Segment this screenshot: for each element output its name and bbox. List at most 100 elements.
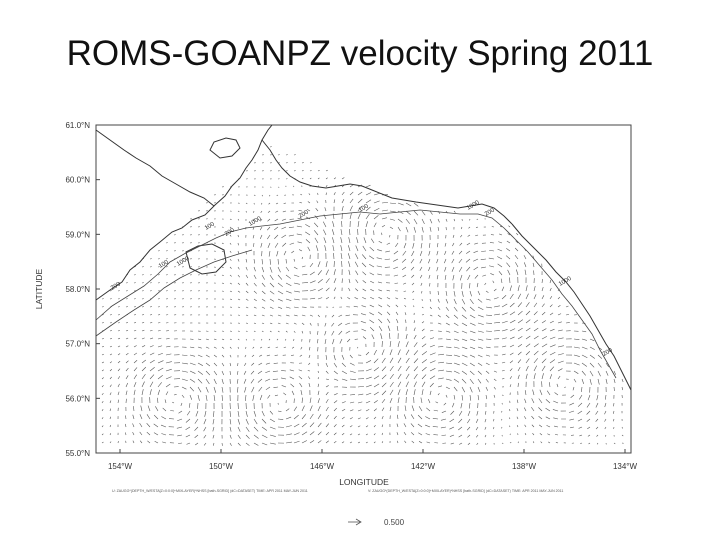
velocity-vector	[197, 394, 200, 401]
velocity-vector	[229, 274, 232, 277]
velocity-vector	[413, 350, 419, 356]
velocity-vector	[109, 330, 112, 332]
velocity-vector	[243, 370, 247, 375]
velocity-vector	[245, 418, 249, 425]
velocity-vector	[499, 233, 503, 236]
velocity-vector	[309, 322, 312, 326]
velocity-vector	[369, 272, 375, 276]
velocity-vector	[245, 290, 249, 294]
velocity-vector	[288, 234, 295, 237]
velocity-vector	[117, 353, 121, 356]
velocity-vector	[381, 432, 384, 436]
velocity-vector	[581, 330, 587, 333]
velocity-vector	[405, 389, 408, 396]
velocity-vector	[410, 432, 415, 436]
velocity-vector	[273, 386, 279, 388]
velocity-vector	[296, 225, 303, 228]
velocity-vector	[133, 374, 137, 380]
velocity-vector	[413, 210, 419, 216]
velocity-vector	[404, 440, 407, 444]
velocity-vector	[117, 383, 120, 388]
velocity-vector	[212, 434, 215, 439]
velocity-vector	[517, 285, 520, 292]
velocity-vector	[484, 282, 487, 286]
coastlines	[95, 124, 632, 391]
velocity-vector	[501, 303, 508, 308]
velocity-vector	[133, 367, 138, 372]
velocity-vector	[501, 418, 503, 421]
velocity-vector	[396, 432, 399, 436]
velocity-vector	[261, 298, 266, 302]
velocity-vector	[458, 418, 463, 424]
velocity-vector	[426, 441, 431, 444]
velocity-vector	[181, 394, 185, 398]
velocity-vector	[589, 338, 595, 342]
velocity-vector	[429, 390, 432, 396]
velocity-vector	[461, 378, 467, 384]
velocity-vector	[389, 406, 392, 412]
velocity-vector	[146, 414, 151, 420]
velocity-vector	[291, 250, 295, 254]
velocity-vector	[277, 274, 283, 280]
velocity-vector	[157, 360, 164, 364]
velocity-vector	[341, 394, 347, 396]
velocity-vector	[365, 409, 370, 412]
lon-tick-label: 154°W	[108, 462, 133, 471]
velocity-vector	[229, 250, 232, 253]
velocity-vector	[261, 410, 265, 417]
velocity-vector	[269, 290, 275, 295]
velocity-vector	[269, 298, 275, 302]
velocity-vector	[589, 346, 595, 350]
velocity-vector	[432, 418, 439, 420]
velocity-vector	[252, 346, 255, 349]
velocity-vector	[317, 405, 321, 412]
velocity-vector	[613, 402, 615, 407]
velocity-vector	[437, 369, 444, 372]
velocity-vector	[101, 425, 104, 428]
velocity-vector	[485, 338, 492, 340]
velocity-vector	[341, 416, 345, 420]
velocity-vector	[185, 426, 191, 430]
velocity-vector	[269, 426, 276, 430]
velocity-vector	[361, 254, 367, 260]
scale-arrow-value: 0.500	[384, 518, 405, 527]
velocity-vector	[331, 322, 335, 327]
velocity-vector	[533, 350, 539, 356]
velocity-vector	[341, 198, 345, 204]
velocity-vector	[349, 425, 353, 428]
velocity-vector	[386, 242, 391, 245]
velocity-vector	[501, 353, 506, 356]
velocity-vector	[261, 266, 265, 273]
velocity-vector	[443, 402, 447, 406]
velocity-vector	[453, 378, 460, 383]
velocity-vector	[517, 310, 523, 316]
velocity-vector	[525, 335, 531, 340]
velocity-vector	[541, 351, 547, 356]
velocity-vector	[317, 431, 322, 436]
velocity-vector	[205, 386, 209, 393]
velocity-vector	[341, 378, 348, 381]
velocity-vector	[421, 218, 425, 225]
velocity-vector	[516, 399, 519, 404]
isobath-label: 1000	[558, 276, 573, 288]
velocity-vector	[125, 330, 129, 332]
velocity-vector	[141, 389, 144, 396]
velocity-vector	[525, 302, 530, 308]
velocity-vector	[269, 330, 272, 333]
velocity-vector	[389, 374, 394, 380]
velocity-vector	[355, 245, 359, 252]
slide-title: ROMS-GOANPZ velocity Spring 2011	[66, 34, 654, 73]
velocity-vector	[285, 282, 292, 286]
velocity-vector	[493, 426, 495, 430]
velocity-vector	[477, 386, 481, 392]
velocity-vector	[381, 424, 384, 428]
velocity-vector	[133, 337, 137, 340]
velocity-vector	[317, 314, 320, 318]
velocity-vector	[517, 293, 522, 300]
velocity-vector	[421, 328, 425, 332]
velocity-vector	[501, 361, 506, 364]
velocity-vector	[577, 410, 583, 415]
velocity-vector	[509, 376, 512, 380]
velocity-vector	[317, 422, 322, 428]
velocity-vectors	[101, 146, 624, 446]
